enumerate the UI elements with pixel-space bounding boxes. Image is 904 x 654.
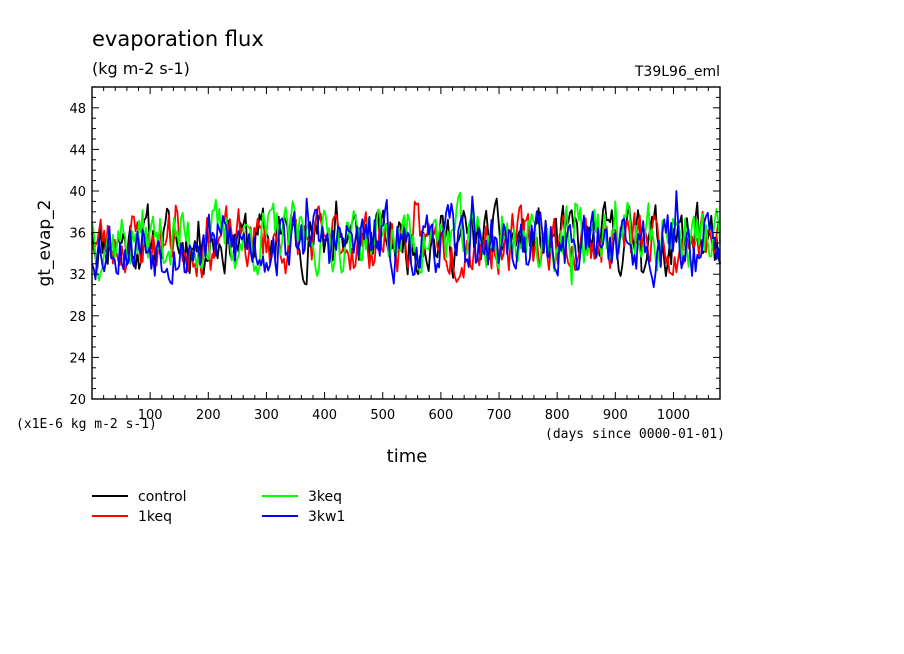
y-unit-note: (x1E-6 kg m-2 s-1) [16,417,157,432]
x-unit-note: (days since 0000-01-01) [545,427,725,442]
x-tick-label: 300 [254,408,279,423]
x-tick-label: 800 [545,408,570,423]
y-tick-label: 48 [69,102,86,117]
legend: control 1keq 3keq 3kw1 [92,489,345,525]
x-tick-label: 900 [603,408,628,423]
legend-label-control: control [138,489,187,505]
y-tick-label: 36 [69,227,86,242]
y-tick-label: 32 [69,268,86,283]
y-axis-label: gt_evap_2 [35,199,55,286]
series-line-1keq [91,200,721,283]
y-tick-label: 40 [69,185,86,200]
series-layer [91,190,721,289]
legend-label-1keq: 1keq [138,509,172,525]
x-tick-label: 700 [487,408,512,423]
x-axis-label: time [387,446,428,467]
legend-label-3kw1: 3kw1 [308,509,345,525]
x-tick-label: 400 [312,408,337,423]
x-tick-label: 100 [138,408,163,423]
y-tick-label: 28 [69,310,86,325]
y-tick-label: 20 [69,393,86,408]
y-tick-label: 44 [69,143,86,158]
chart-tag: T39L96_eml [634,64,720,80]
tick-layer: 100 200 300 400 500 600 700 800 900 1000 20 24 28 32 3… [69,87,721,423]
series-line-3kw1 [91,190,721,289]
chart-subtitle: (kg m-2 s-1) [92,59,190,78]
x-tick-label: 600 [428,408,453,423]
chart-title: evaporation flux [92,27,264,51]
x-tick-label: 1000 [657,408,690,423]
x-tick-label: 200 [196,408,221,423]
y-tick-label: 24 [69,351,86,366]
x-tick-label: 500 [370,408,395,423]
legend-label-3keq: 3keq [308,489,342,505]
